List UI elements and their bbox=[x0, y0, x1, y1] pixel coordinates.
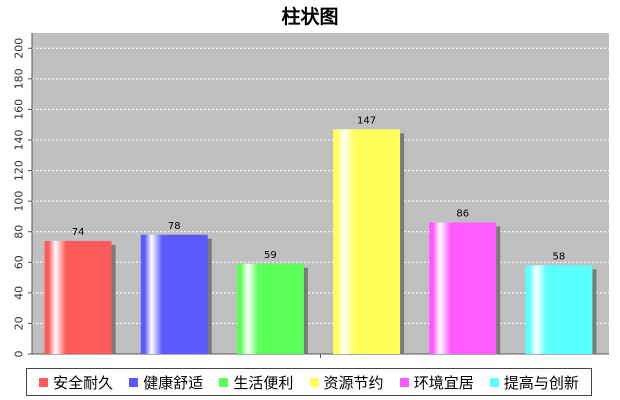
y-tick-label: 80 bbox=[13, 225, 26, 239]
chart-title: 柱状图 bbox=[281, 6, 339, 28]
bar bbox=[333, 129, 401, 354]
bar-value-label: 86 bbox=[456, 209, 469, 220]
bar-value-label: 147 bbox=[357, 115, 376, 126]
legend-label: 生活便利 bbox=[233, 373, 294, 392]
legend-label: 环境宜居 bbox=[413, 373, 474, 392]
bar-value-label: 74 bbox=[72, 227, 85, 238]
legend-label: 资源节约 bbox=[323, 373, 384, 392]
legend-item: 环境宜居 bbox=[399, 372, 474, 393]
legend-item: 提高与创新 bbox=[489, 372, 579, 393]
plot-area bbox=[32, 33, 609, 354]
legend-swatch bbox=[399, 377, 409, 387]
legend-swatch bbox=[219, 377, 229, 387]
y-tick-label: 40 bbox=[13, 286, 26, 300]
bar bbox=[429, 222, 497, 354]
legend-label: 安全耐久 bbox=[53, 373, 114, 392]
y-tick-label: 160 bbox=[13, 99, 26, 120]
bar-value-label: 59 bbox=[264, 250, 277, 261]
y-tick-label: 180 bbox=[13, 68, 26, 89]
bar bbox=[140, 234, 208, 354]
legend-swatch bbox=[39, 377, 49, 387]
bar-value-label: 58 bbox=[553, 251, 566, 262]
legend-swatch bbox=[129, 377, 139, 387]
bar bbox=[525, 265, 593, 354]
legend-item: 健康舒适 bbox=[129, 372, 203, 393]
legend-swatch bbox=[489, 377, 499, 387]
bar-chart: 0 20 40 60 80 100 120 140 160 180 200 74 78 59 147 86 58 bbox=[13, 33, 609, 358]
legend-label: 健康舒适 bbox=[143, 373, 204, 392]
y-tick-label: 20 bbox=[13, 316, 26, 330]
y-tick-label: 140 bbox=[13, 130, 26, 151]
legend: 安全耐久 健康舒适 生活便利 资源节约 环境宜居 提高与创新 bbox=[26, 368, 592, 396]
bar bbox=[44, 240, 112, 354]
bar bbox=[236, 263, 304, 354]
legend-item: 资源节约 bbox=[309, 372, 384, 393]
legend-item: 安全耐久 bbox=[39, 372, 113, 393]
y-tick-label: 200 bbox=[13, 38, 26, 59]
y-tick-label: 120 bbox=[13, 160, 26, 181]
y-tick-label: 0 bbox=[13, 351, 26, 358]
y-tick-label: 60 bbox=[13, 255, 26, 269]
y-tick-label: 100 bbox=[13, 191, 26, 212]
legend-item: 生活便利 bbox=[219, 372, 293, 393]
bar-value-label: 78 bbox=[168, 221, 181, 232]
legend-label: 提高与创新 bbox=[503, 373, 579, 392]
legend-swatch bbox=[309, 377, 319, 387]
